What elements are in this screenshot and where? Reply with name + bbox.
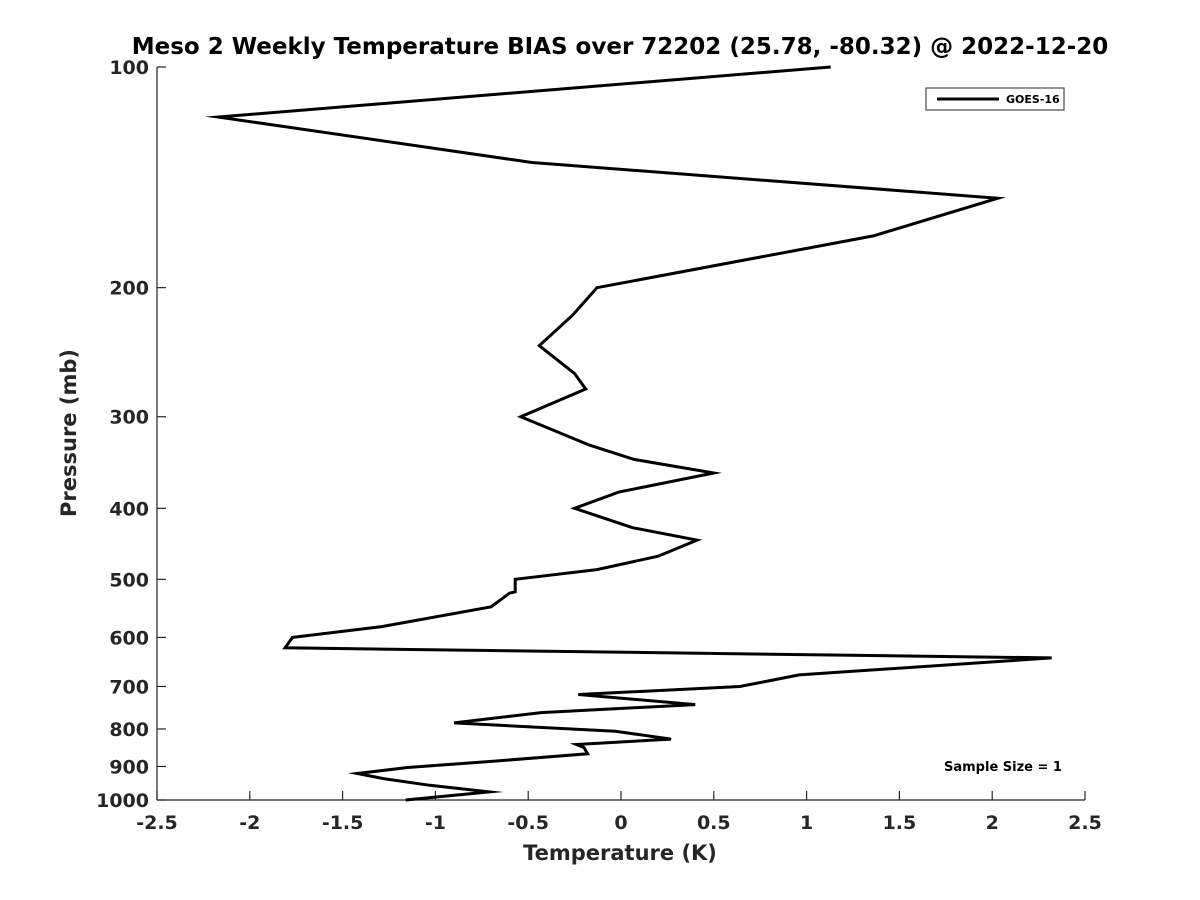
y-tick-label: 100 [109, 57, 149, 79]
y-axis-title: Pressure (mb) [57, 349, 81, 517]
y-tick-label: 900 [109, 756, 149, 778]
x-tick-label: -1 [425, 812, 446, 834]
x-tick-label: 1.5 [883, 812, 917, 834]
plot-area [157, 67, 1085, 800]
x-tick-label: 2.5 [1068, 812, 1102, 834]
y-tick-label: 800 [109, 719, 149, 741]
y-tick-label: 600 [109, 627, 149, 649]
y-tick-label: 300 [109, 407, 149, 429]
y-tick-label: 700 [109, 676, 149, 698]
series-layer [204, 65, 1052, 802]
y-tick-label: 200 [109, 278, 149, 300]
y-tick-label: 400 [109, 498, 149, 520]
legend-entry-label: GOES-16 [1006, 93, 1060, 106]
x-tick-label: 2 [986, 812, 999, 834]
x-tick-label: -1.5 [322, 812, 364, 834]
x-tick-label: -0.5 [507, 812, 549, 834]
legend[interactable]: GOES-16 [925, 87, 1065, 111]
x-tick-label: -2 [239, 812, 260, 834]
x-tick-label: 0.5 [697, 812, 731, 834]
y-tick-label: 1000 [96, 790, 149, 812]
x-tick-label: -2.5 [136, 812, 178, 834]
x-tick-label: 1 [800, 812, 813, 834]
y-tick-label: 500 [109, 569, 149, 591]
x-tick-label: 0 [614, 812, 627, 834]
sample-size-annotation: Sample Size = 1 [944, 760, 1062, 775]
series-line-goes-16 [204, 65, 1052, 802]
x-axis-title: Temperature (K) [523, 841, 717, 865]
chart-title: Meso 2 Weekly Temperature BIAS over 7220… [132, 34, 1109, 60]
x-axis: -2.5 -2 -1.5 -1 -0.5 0 0.5 1 1.5 2 2.5 [136, 791, 1102, 834]
y-axis: 100 200 300 400 500 600 700 800 900 1000 [96, 57, 166, 812]
